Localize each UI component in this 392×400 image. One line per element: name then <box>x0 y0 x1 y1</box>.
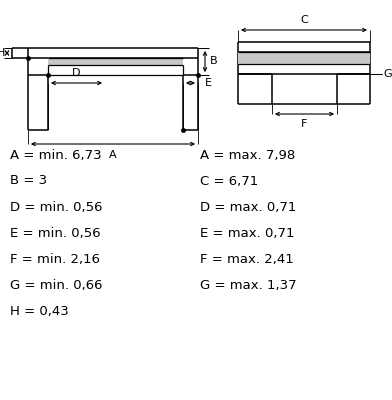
Text: B = 3: B = 3 <box>10 174 47 188</box>
Text: H: H <box>0 48 5 58</box>
Text: B: B <box>210 56 218 66</box>
Text: H = 0,43: H = 0,43 <box>10 304 69 318</box>
Text: D: D <box>72 68 81 78</box>
Text: G = min. 0,66: G = min. 0,66 <box>10 278 102 292</box>
Text: A: A <box>109 150 117 160</box>
Text: E: E <box>205 78 212 88</box>
Bar <box>48 58 183 65</box>
Text: E = max. 0,71: E = max. 0,71 <box>200 226 294 240</box>
Text: A = max. 7,98: A = max. 7,98 <box>200 148 295 162</box>
Text: A = min. 6,73: A = min. 6,73 <box>10 148 102 162</box>
Text: C = 6,71: C = 6,71 <box>200 174 258 188</box>
Text: G: G <box>383 69 392 79</box>
Text: F: F <box>301 119 308 129</box>
Text: D = max. 0,71: D = max. 0,71 <box>200 200 296 214</box>
Text: D = min. 0,56: D = min. 0,56 <box>10 200 102 214</box>
Text: F = max. 2,41: F = max. 2,41 <box>200 252 294 266</box>
Text: E = min. 0,56: E = min. 0,56 <box>10 226 101 240</box>
Bar <box>238 52 370 64</box>
Text: F = min. 2,16: F = min. 2,16 <box>10 252 100 266</box>
Text: C: C <box>300 15 308 25</box>
Text: G = max. 1,37: G = max. 1,37 <box>200 278 297 292</box>
